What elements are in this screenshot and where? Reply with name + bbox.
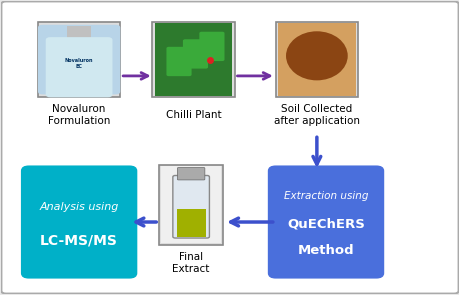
FancyBboxPatch shape	[176, 209, 205, 237]
FancyBboxPatch shape	[277, 23, 355, 96]
FancyBboxPatch shape	[159, 165, 223, 245]
FancyBboxPatch shape	[275, 22, 357, 97]
Text: Final
Extract: Final Extract	[172, 253, 209, 274]
FancyBboxPatch shape	[199, 32, 224, 61]
Ellipse shape	[285, 31, 347, 80]
FancyBboxPatch shape	[22, 166, 136, 278]
FancyBboxPatch shape	[173, 176, 209, 238]
Text: Novaluron
EC: Novaluron EC	[65, 58, 93, 69]
FancyBboxPatch shape	[161, 166, 220, 243]
FancyBboxPatch shape	[67, 26, 91, 45]
Text: Analysis using: Analysis using	[39, 202, 118, 212]
Text: Novaluron
Formulation: Novaluron Formulation	[48, 104, 110, 126]
Text: LC-MS/MS: LC-MS/MS	[40, 233, 118, 248]
FancyBboxPatch shape	[38, 22, 120, 97]
FancyBboxPatch shape	[45, 37, 112, 97]
FancyBboxPatch shape	[152, 22, 234, 97]
Text: Method: Method	[297, 244, 353, 257]
FancyBboxPatch shape	[268, 166, 382, 278]
Text: Chilli Plant: Chilli Plant	[165, 110, 221, 120]
FancyBboxPatch shape	[154, 23, 232, 96]
Text: QuEChERS: QuEChERS	[286, 217, 364, 231]
FancyBboxPatch shape	[166, 47, 191, 76]
Text: Soil Collected
after application: Soil Collected after application	[273, 104, 359, 126]
FancyBboxPatch shape	[177, 168, 204, 180]
FancyBboxPatch shape	[183, 39, 207, 69]
FancyBboxPatch shape	[38, 25, 120, 94]
Text: Extraction using: Extraction using	[283, 191, 368, 201]
